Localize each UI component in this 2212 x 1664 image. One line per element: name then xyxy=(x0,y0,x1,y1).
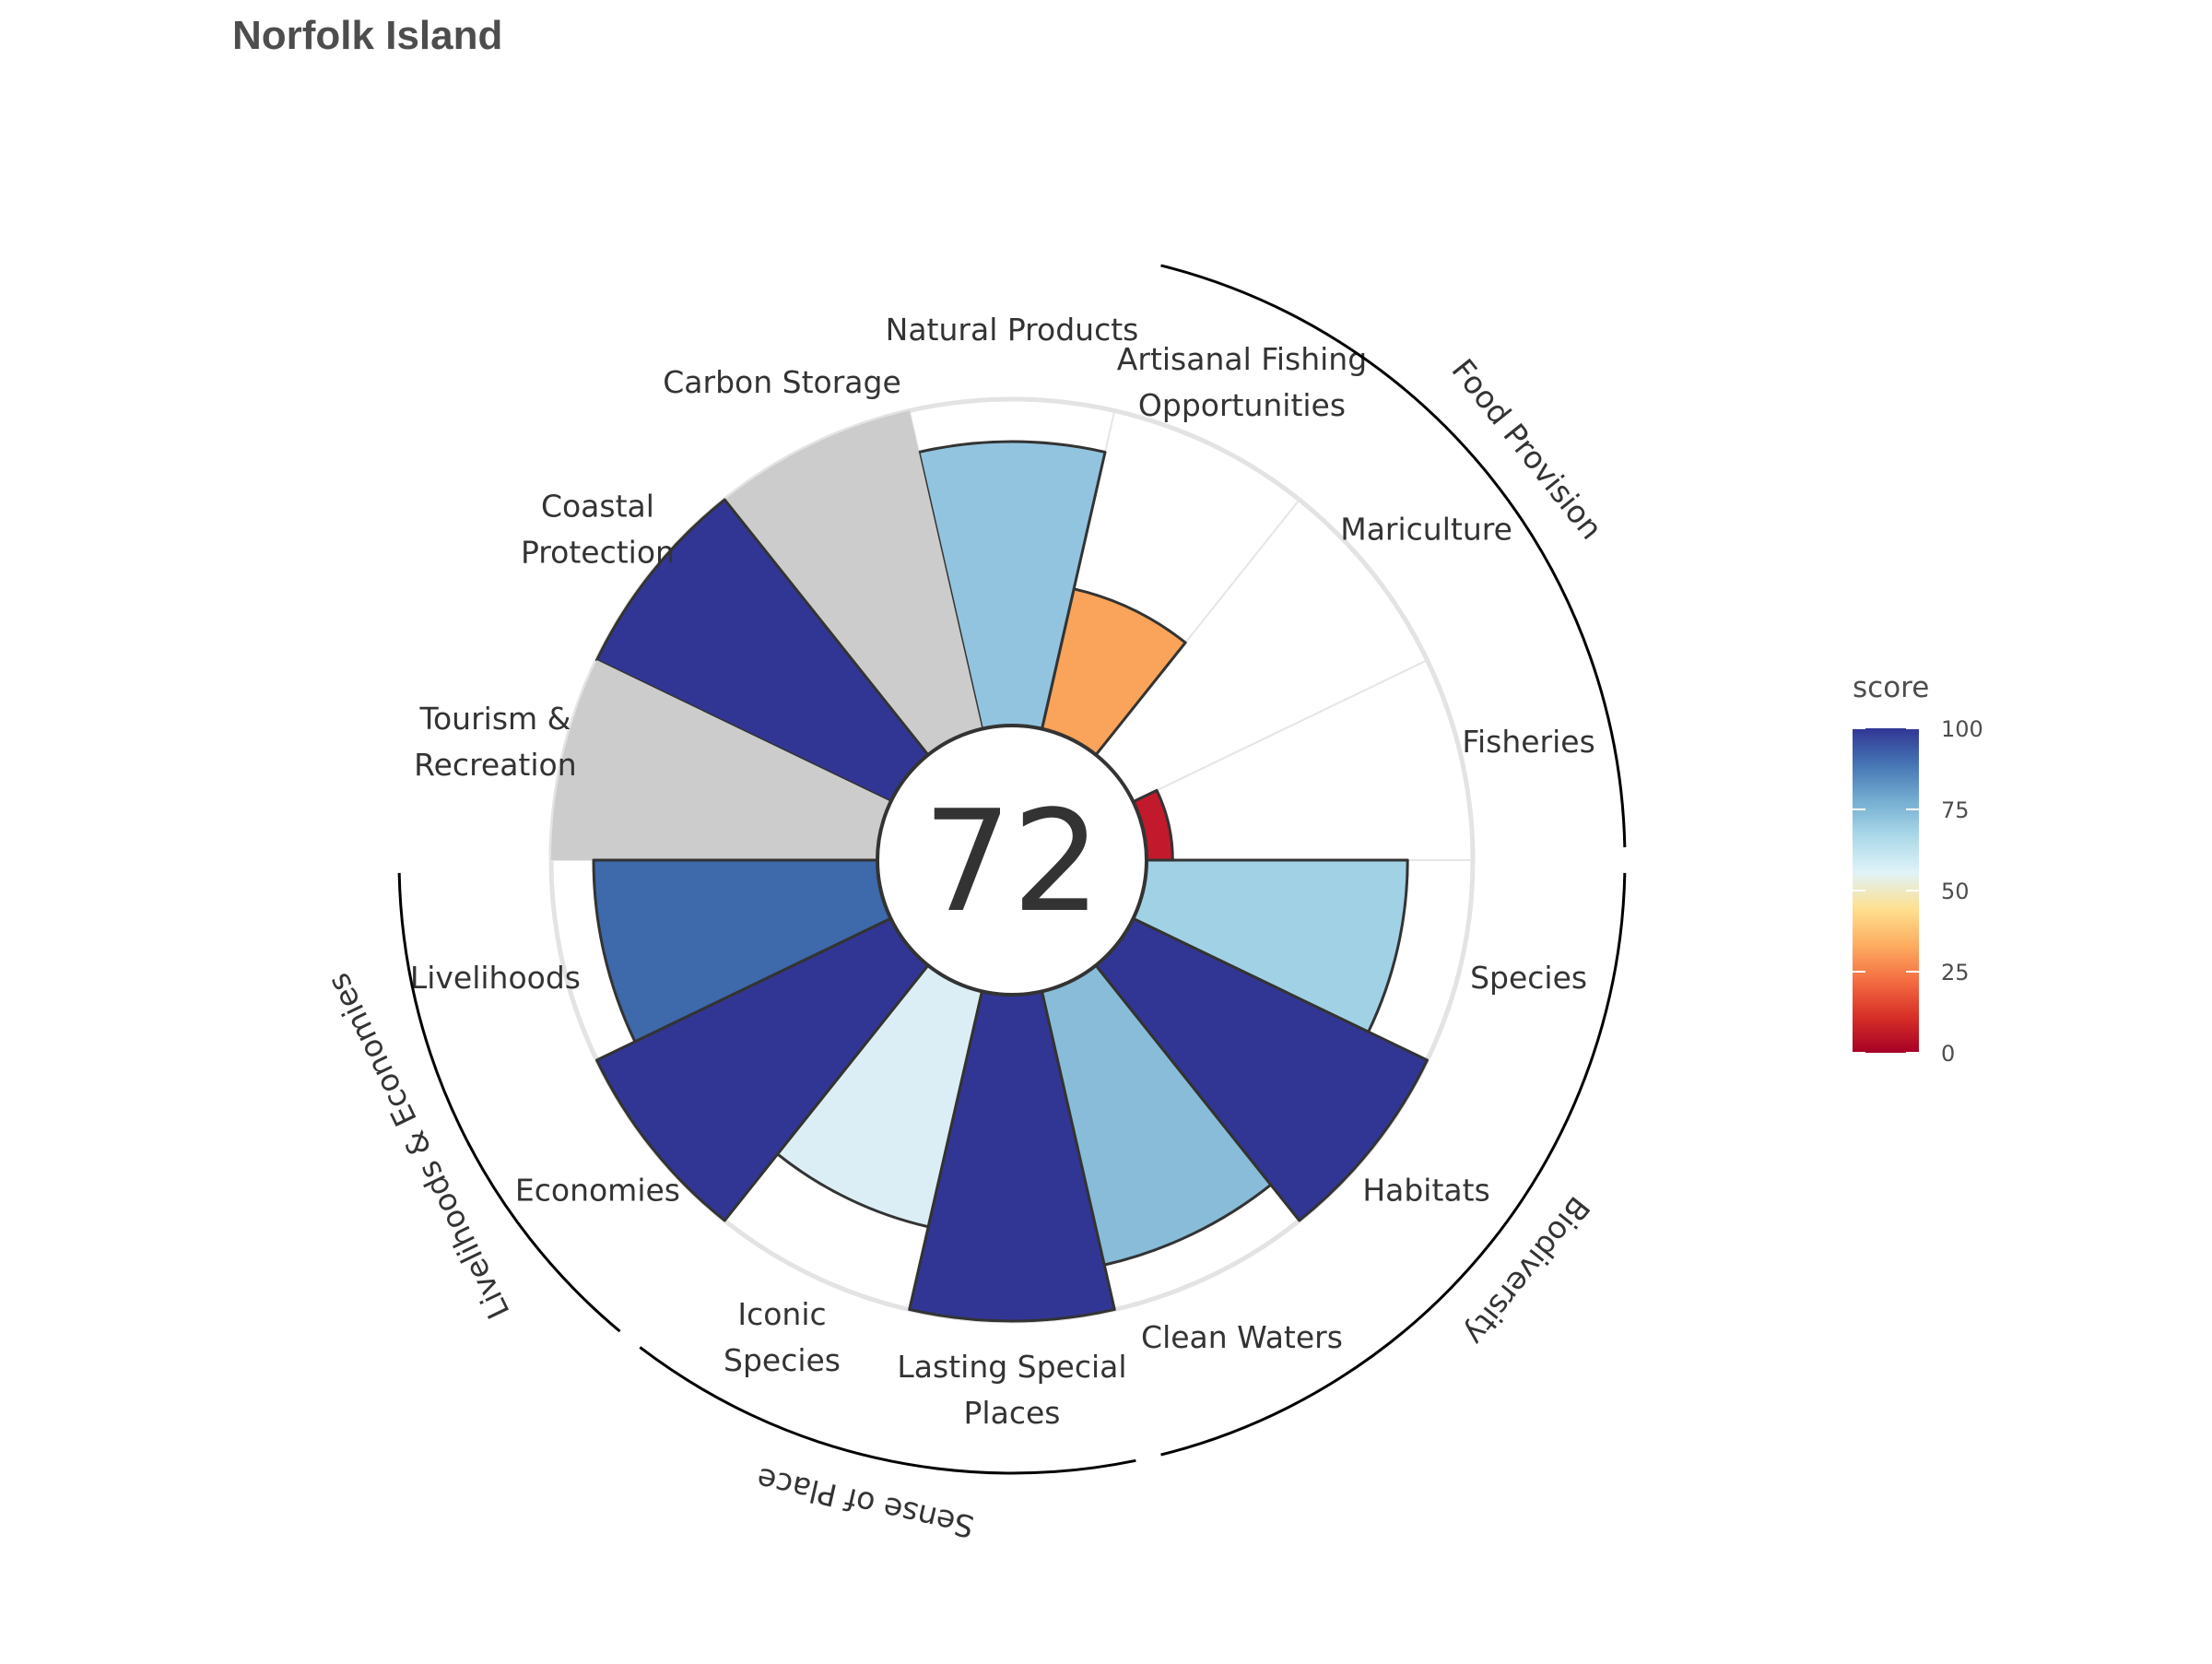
group-label-livelihoods-and-economies: Livelihoods & Economies xyxy=(320,968,516,1325)
goal-label-coastal-protection: Coastal Protection xyxy=(521,488,675,570)
legend-tick-label: 25 xyxy=(1941,960,1970,985)
bar-tourism-and-recreation xyxy=(551,660,891,860)
chart-title: Norfolk Island xyxy=(232,13,503,58)
goal-label-species: Species xyxy=(1470,960,1587,996)
goal-label-natural-products: Natural Products xyxy=(886,312,1139,348)
legend-tick-label: 50 xyxy=(1941,879,1970,904)
goal-label-carbon-storage: Carbon Storage xyxy=(663,364,901,400)
group-arc-livelihoods-and-economies xyxy=(397,872,621,1333)
legend-tick-label: 100 xyxy=(1941,716,1983,742)
goal-label-fisheries: Fisheries xyxy=(1462,724,1594,760)
goal-label-habitats: Habitats xyxy=(1362,1173,1489,1209)
center-circle xyxy=(876,724,1148,997)
legend-title: score xyxy=(1853,671,1929,704)
goal-label-lasting-special-places: Lasting Special Places xyxy=(897,1349,1126,1431)
goal-label-mariculture: Mariculture xyxy=(1340,511,1512,547)
goal-label-tourism-and-recreation: Tourism & Recreation xyxy=(414,701,576,783)
goal-label-clean-waters: Clean Waters xyxy=(1141,1319,1343,1355)
goal-label-livelihoods: Livelihoods xyxy=(410,960,581,996)
overall-score: 72 xyxy=(923,780,1100,943)
legend-tick-label: 75 xyxy=(1941,797,1970,823)
group-label-sense-of-place: Sense of Place xyxy=(753,1460,977,1544)
goal-label-artisanal-fishing-opportunities: Artisanal Fishing Opportunities xyxy=(1117,341,1367,423)
group-arc-biodiversity xyxy=(1160,872,1627,1457)
group-arc-sense-of-place xyxy=(639,1346,1136,1475)
goal-label-economies: Economies xyxy=(515,1173,680,1209)
group-label-biodiversity: Biodiversity xyxy=(1457,1190,1597,1352)
group-arc-food-provision xyxy=(1160,264,1627,848)
goal-label-iconic-species: Iconic Species xyxy=(724,1296,841,1378)
bar-carbon-storage xyxy=(724,410,982,755)
legend-tick-label: 0 xyxy=(1941,1041,1955,1067)
